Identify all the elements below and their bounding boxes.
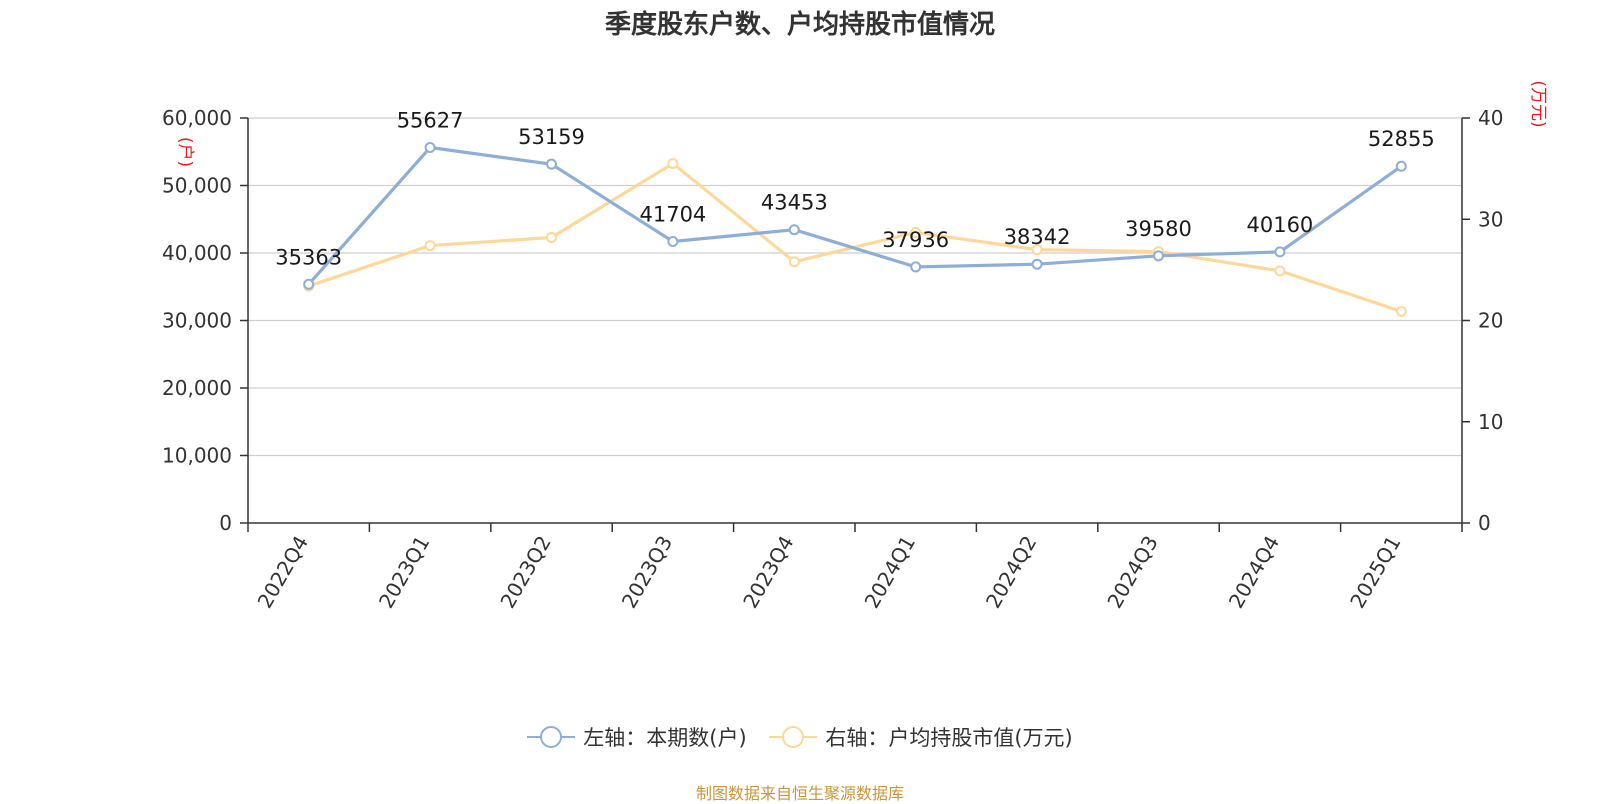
x-tick-label: 2024Q4	[1224, 532, 1284, 613]
data-point-left	[546, 158, 557, 170]
data-point-left	[424, 142, 436, 154]
left-axis-unit: (户)	[175, 137, 195, 167]
left-axis-ticks: 0 10,000 20,000 30,000 40,000 50,000 60,000	[162, 106, 248, 535]
x-tick-label: 2022Q4	[253, 532, 313, 613]
data-point-right	[546, 231, 557, 243]
right-axis-ticks: 0 10 20 30 40	[1462, 106, 1503, 535]
gridlines	[248, 117, 1462, 457]
data-point-right	[1274, 265, 1286, 277]
data-label: 39580	[1125, 217, 1192, 241]
data-point-right	[1395, 305, 1407, 317]
data-point-left	[1395, 160, 1407, 172]
data-label: 43453	[761, 191, 828, 215]
x-tick-label: 2024Q3	[1102, 532, 1162, 613]
x-tick-label: 2023Q2	[495, 532, 555, 613]
chart-title: 季度股东户数、户均持股市值情况	[604, 10, 995, 40]
right-tick-label: 0	[1478, 511, 1491, 535]
legend-label-right-series: 右轴：户均持股市值(万元)	[825, 726, 1073, 750]
right-tick-label: 40	[1478, 106, 1503, 130]
x-tick-label: 2023Q3	[617, 532, 677, 613]
data-point-left	[1031, 258, 1043, 270]
data-point-left	[788, 224, 800, 236]
source-note: 制图数据来自恒生聚源数据库	[695, 784, 904, 803]
right-tick-label: 10	[1478, 410, 1503, 434]
legend-item-left-series[interactable]: 左轴：本期数(户)	[527, 722, 747, 752]
data-label: 52855	[1368, 127, 1435, 151]
left-tick-label: 60,000	[162, 106, 232, 130]
data-point-left	[910, 261, 922, 273]
series-line-left	[307, 145, 1403, 286]
series-lines	[307, 145, 1403, 313]
data-label: 35363	[275, 245, 342, 269]
data-point-right	[1031, 244, 1043, 256]
right-tick-label: 30	[1478, 207, 1503, 231]
data-label: 55627	[397, 109, 464, 133]
left-tick-label: 40,000	[162, 241, 232, 265]
data-point-left	[303, 278, 315, 290]
legend-marker-yellow-icon	[769, 726, 818, 748]
legend: 左轴：本期数(户) 右轴：户均持股市值(万元)	[0, 722, 1600, 754]
legend-item-right-series[interactable]: 右轴：户均持股市值(万元)	[769, 722, 1073, 752]
x-tick-label: 2024Q1	[860, 532, 920, 613]
data-point-right	[788, 256, 800, 268]
left-tick-label: 20,000	[162, 376, 232, 400]
data-label: 40160	[1246, 213, 1313, 237]
left-tick-label: 0	[219, 511, 232, 535]
x-tick-label: 2023Q1	[374, 532, 434, 613]
left-tick-label: 30,000	[162, 309, 232, 333]
left-tick-label: 50,000	[162, 174, 232, 198]
legend-marker-blue-icon	[527, 726, 576, 748]
data-label: 38342	[1004, 225, 1071, 249]
data-point-left	[1153, 250, 1164, 262]
series-points	[303, 142, 1407, 317]
right-axis-unit: (万元)	[1528, 80, 1548, 127]
left-tick-label: 10,000	[162, 444, 232, 468]
data-label: 41704	[639, 202, 706, 226]
data-point-left	[667, 235, 679, 247]
x-tick-label: 2023Q4	[738, 532, 798, 613]
data-label: 37936	[882, 228, 949, 252]
x-tick-label: 2025Q1	[1345, 532, 1405, 613]
data-label: 53159	[518, 125, 585, 149]
right-tick-label: 20	[1478, 309, 1503, 333]
x-axis-ticks: 2022Q4 2023Q1 2023Q2 2023Q3 2023Q4 2024Q1 2024…	[247, 523, 1463, 613]
x-tick-label: 2024Q2	[981, 532, 1041, 613]
legend-label-left-series: 左轴：本期数(户)	[583, 726, 747, 750]
data-point-right	[667, 158, 679, 170]
data-point-right	[910, 226, 922, 238]
data-point-right	[424, 240, 436, 252]
data-point-left	[1274, 246, 1286, 258]
data-labels: 35363 55627 53159 41704 43453 37936 38342 39580…	[275, 109, 1434, 270]
